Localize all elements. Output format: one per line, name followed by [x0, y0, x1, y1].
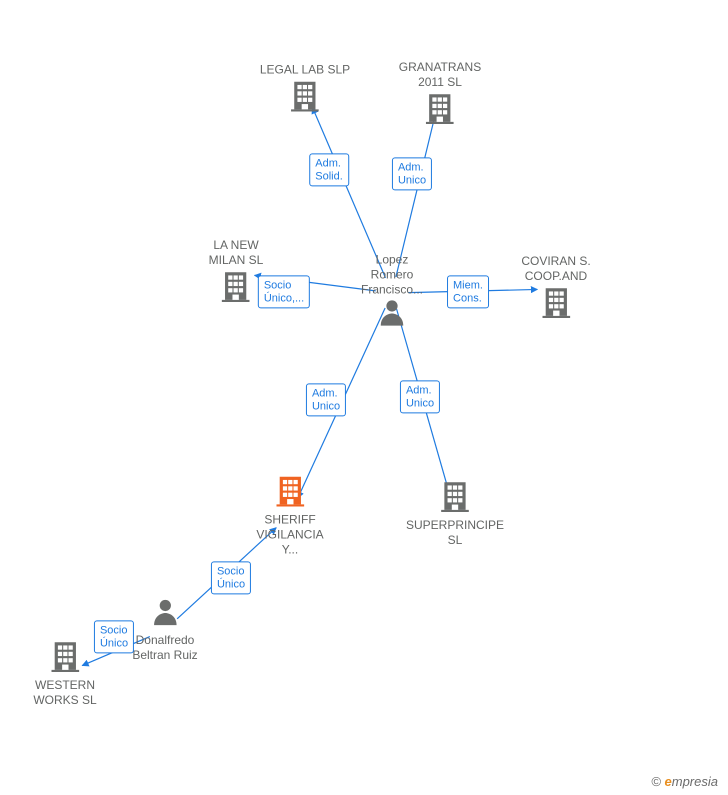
node-label: LopezRomeroFrancisco...: [361, 253, 423, 298]
edge-label-lopez-sheriff: Adm. Unico: [306, 383, 346, 416]
edge-label-donalfredo-sheriff: Socio Único: [211, 561, 251, 594]
node-lopez[interactable]: LopezRomeroFrancisco...: [361, 253, 423, 334]
node-label: DonalfredoBeltran Ruiz: [132, 633, 197, 663]
node-label: GRANATRANS2011 SL: [399, 60, 481, 90]
node-label: COVIRAN S.COOP.AND: [521, 254, 590, 284]
edge-label-lopez-lanew: Socio Único,...: [258, 275, 310, 308]
node-label: LA NEWMILAN SL: [209, 238, 264, 268]
edge-label-lopez-super: Adm. Unico: [400, 380, 440, 413]
node-lanew[interactable]: LA NEWMILAN SL: [209, 238, 264, 308]
watermark: © empresia: [651, 774, 718, 789]
edge-label-lopez-coviran: Miem. Cons.: [447, 275, 489, 308]
copyright-symbol: ©: [651, 774, 661, 789]
node-label: SHERIFFVIGILANCIAY...: [256, 513, 323, 558]
node-sheriff[interactable]: SHERIFFVIGILANCIAY...: [256, 473, 323, 558]
edge-label-donalfredo-western: Socio Único: [94, 620, 134, 653]
edge-label-lopez-legal: Adm. Solid.: [309, 153, 349, 186]
node-western[interactable]: WESTERNWORKS SL: [33, 638, 96, 708]
node-granatrans[interactable]: GRANATRANS2011 SL: [399, 60, 481, 130]
edge-label-lopez-granatrans: Adm. Unico: [392, 157, 432, 190]
node-label: LEGAL LAB SLP: [260, 63, 350, 78]
brand-e: e: [665, 774, 672, 789]
network-canvas: LEGAL LAB SLP GRANATRANS2011 SL LA NEWMI…: [0, 0, 728, 795]
brand-rest: mpresia: [672, 774, 718, 789]
node-label: SUPERPRINCIPESL: [406, 518, 504, 548]
node-label: WESTERNWORKS SL: [33, 678, 96, 708]
node-super[interactable]: SUPERPRINCIPESL: [406, 478, 504, 548]
node-coviran[interactable]: COVIRAN S.COOP.AND: [521, 254, 590, 324]
edges-layer: [0, 0, 728, 795]
node-donalfredo[interactable]: DonalfredoBeltran Ruiz: [132, 597, 197, 663]
node-legal[interactable]: LEGAL LAB SLP: [260, 63, 350, 118]
